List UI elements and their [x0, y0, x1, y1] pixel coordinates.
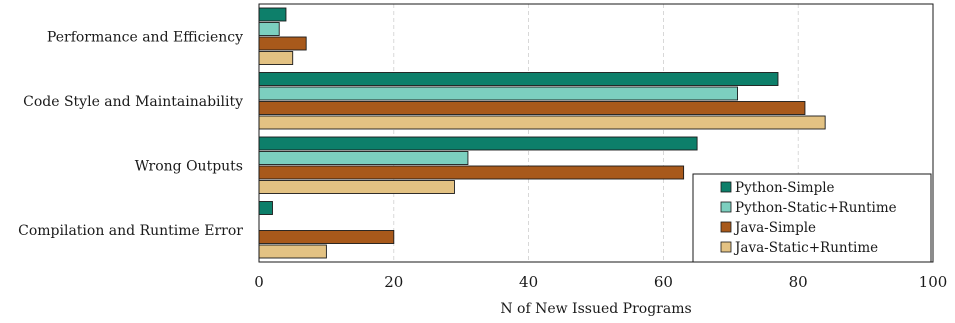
bar-python-simple-performance-and-efficiency	[258, 7, 287, 22]
legend-swatch-java-simple	[720, 221, 732, 233]
legend: Python-Simple Python-Static+Runtime Java-S…	[692, 173, 932, 263]
bar-java-simple-wrong-outputs	[258, 165, 685, 180]
bar-java-simple-code-style-and-maintainability	[258, 101, 806, 115]
bar-python-simple-code-style-and-maintainability	[258, 72, 779, 86]
bar-java-static-runtime-performance-and-efficiency	[258, 51, 294, 65]
category-label-wrong-outputs: Wrong Outputs	[135, 158, 243, 174]
bar-java-simple-compilation-and-runtime-error	[258, 230, 395, 244]
category-labels: Performance and Efficiency Code Style and…	[18, 29, 243, 239]
bar-java-simple-performance-and-efficiency	[258, 36, 307, 51]
legend-swatch-java-static-runtime	[720, 241, 732, 253]
x-tick-80: 80	[789, 273, 808, 291]
bar-python-simple-compilation-and-runtime-error	[258, 201, 273, 215]
x-tick-60: 60	[654, 273, 673, 291]
x-tick-40: 40	[519, 273, 538, 291]
category-label-code-style-and-maintainability: Code Style and Maintainability	[23, 94, 243, 110]
bar-python-static-runtime-wrong-outputs	[258, 151, 469, 165]
plot-frame	[258, 3, 934, 263]
bars	[258, 7, 826, 259]
legend-swatch-python-simple	[720, 181, 732, 193]
bar-java-static-runtime-wrong-outputs	[258, 180, 455, 194]
x-tick-20: 20	[384, 273, 403, 291]
legend-swatch-python-static-runtime	[720, 201, 732, 213]
grid-lines	[393, 4, 799, 262]
x-tick-100: 100	[919, 273, 948, 291]
x-tick-labels: 0 20 40 60 80 100	[254, 273, 947, 291]
bar-java-static-runtime-compilation-and-runtime-error	[258, 244, 327, 259]
legend-label-java-static-runtime: Java-Static+Runtime	[733, 240, 878, 256]
x-tick-0: 0	[254, 273, 264, 291]
category-label-compilation-and-runtime-error: Compilation and Runtime Error	[18, 223, 243, 239]
bar-python-simple-wrong-outputs	[258, 136, 698, 151]
bar-java-static-runtime-code-style-and-maintainability	[258, 115, 826, 130]
category-label-performance-and-efficiency: Performance and Efficiency	[47, 29, 243, 45]
bar-python-static-runtime-performance-and-efficiency	[258, 22, 280, 36]
legend-label-python-static-runtime: Python-Static+Runtime	[735, 200, 897, 216]
legend-box	[692, 173, 932, 263]
x-axis-title: N of New Issued Programs	[500, 301, 691, 317]
bar-python-static-runtime-code-style-and-maintainability	[258, 86, 738, 101]
legend-label-python-simple: Python-Simple	[735, 180, 835, 196]
legend-label-java-simple: Java-Simple	[733, 220, 816, 236]
